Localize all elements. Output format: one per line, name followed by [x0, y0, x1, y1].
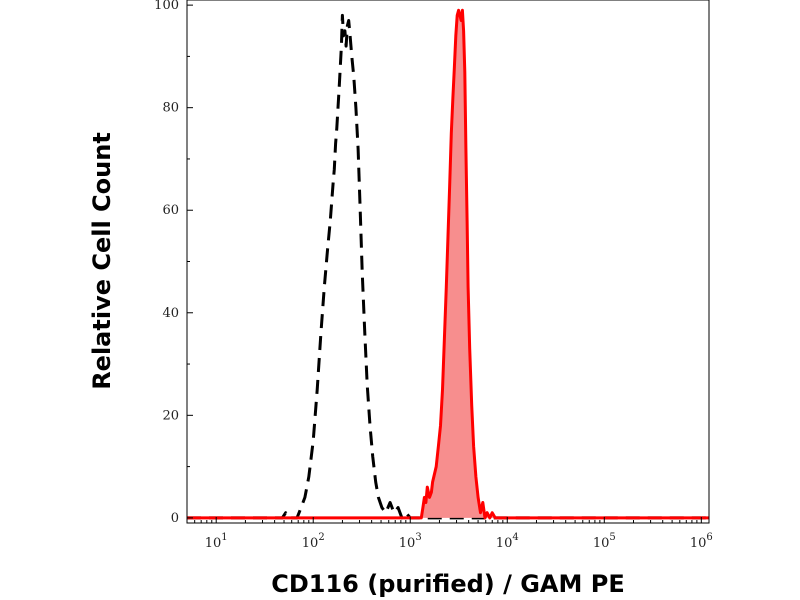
series-layer [187, 8, 709, 520]
y-tick-label-5: 100 [154, 0, 179, 13]
y-tick-label-0: 0 [171, 511, 179, 526]
y-tick-label-1: 20 [162, 408, 179, 423]
x-axis-title: CD116 (purified) / GAM PE [271, 570, 624, 598]
y-tick-label-2: 40 [162, 306, 179, 321]
y-tick-label-4: 80 [162, 101, 179, 116]
x-axis: 101 102 103 104 105 106 [186, 517, 713, 551]
y-axis: 0 20 40 60 80 100 [154, 0, 193, 526]
series-0-line [187, 13, 709, 520]
y-axis-title: Relative Cell Count [88, 132, 116, 390]
y-tick-label-3: 60 [162, 203, 179, 218]
series-1-line [187, 8, 709, 520]
